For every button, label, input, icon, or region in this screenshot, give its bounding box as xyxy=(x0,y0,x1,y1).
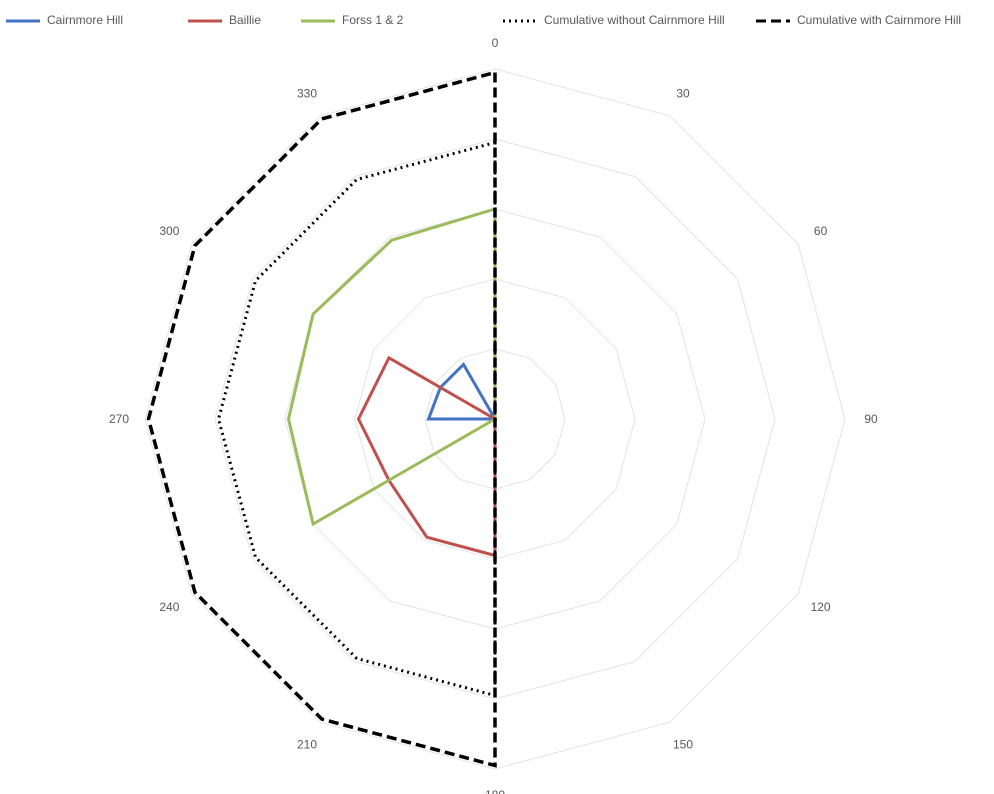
angle-label: 240 xyxy=(159,600,179,614)
legend-label: Baillie xyxy=(229,13,262,27)
legend-label: Forss 1 & 2 xyxy=(342,13,404,27)
angle-label: 90 xyxy=(864,412,878,426)
angle-label: 30 xyxy=(676,86,690,100)
legend-label: Cumulative with Cairnmore Hill xyxy=(797,13,962,27)
legend-swatch xyxy=(6,19,40,23)
angle-label: 270 xyxy=(109,412,129,426)
angle-label: 120 xyxy=(811,600,831,614)
angle-label: 300 xyxy=(159,224,179,238)
legend-swatch xyxy=(301,19,335,23)
angle-label: 0 xyxy=(492,36,499,50)
legend-label: Cairnmore Hill xyxy=(47,13,124,27)
series-cumulative-with-cairnmore-hill xyxy=(146,70,497,768)
angle-label: 150 xyxy=(673,738,693,752)
legend-label: Cumulative without Cairnmore Hill xyxy=(544,13,725,27)
legend-swatch xyxy=(756,19,790,23)
angle-label: 210 xyxy=(297,738,317,752)
gridline-ring xyxy=(214,138,776,700)
angle-labels: 0 30 60 90 120 150 180 210 240 270 300 330 xyxy=(109,36,878,794)
angle-label: 60 xyxy=(814,224,828,238)
angle-label: 330 xyxy=(297,86,317,100)
legend-swatch xyxy=(188,19,222,23)
chart-legend: Cairnmore Hill Baillie Forss 1 & 2 Cumulati… xyxy=(0,0,994,40)
radar-series xyxy=(146,70,498,768)
series-baillie xyxy=(356,355,497,558)
gridline-ring xyxy=(144,68,846,770)
series-cairnmore-hill xyxy=(426,361,498,421)
angle-label: 180 xyxy=(485,788,505,794)
